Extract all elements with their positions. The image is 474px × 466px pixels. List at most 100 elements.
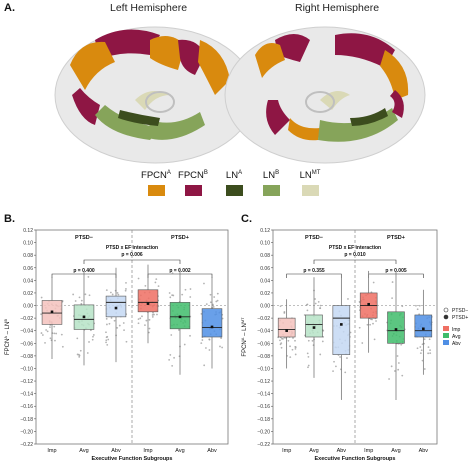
data-point (429, 349, 431, 352)
data-point (419, 346, 422, 348)
chart-panel-b: B. 0.12 0.10 0.08 0.06 0.04 0.02 0.00 −0.02 −0.04… (3, 213, 229, 462)
y-axis-label: FPCNA – LNB (3, 319, 12, 355)
data-point (306, 309, 309, 312)
data-point (125, 288, 127, 290)
legend-symbol (443, 307, 449, 313)
y-tick-label: 0.04 (23, 278, 33, 284)
data-point (393, 370, 396, 372)
y-tick-label: −0.14 (20, 392, 33, 398)
x-tick-label: Abv (337, 448, 347, 454)
data-point (53, 325, 56, 328)
legend-label: Avg (452, 334, 461, 340)
mean-marker (114, 306, 118, 310)
interaction-p: p = 0.006 (121, 252, 142, 258)
data-point (319, 304, 322, 307)
x-axis-label: Executive Function Subgroups (92, 456, 173, 462)
mean-marker (340, 323, 343, 326)
data-point (361, 342, 364, 344)
x-tick-label: Abv (111, 448, 121, 454)
data-point (49, 326, 51, 329)
data-point (40, 332, 43, 334)
facet-label-ptsd-pos: PTSD+ (387, 235, 405, 241)
data-point (125, 340, 128, 343)
data-point (319, 307, 321, 310)
x-tick-label: Imp (364, 448, 373, 454)
data-point (307, 366, 309, 369)
data-point (427, 346, 430, 349)
data-point (335, 365, 337, 368)
data-point (287, 339, 290, 342)
data-point (401, 305, 404, 308)
y-tick-label: −0.12 (257, 379, 270, 385)
y-tick-label: −0.20 (20, 429, 33, 435)
facet-label-ptsd-pos: PTSD+ (171, 235, 189, 241)
data-point (333, 360, 335, 363)
data-point (416, 347, 419, 350)
y-tick-label: 0.06 (23, 266, 33, 272)
data-point (79, 349, 82, 352)
y-tick-label: −0.22 (20, 442, 33, 448)
legend-swatch-ln-b (262, 185, 280, 197)
data-point (117, 293, 120, 296)
brain-renderings (54, 26, 426, 164)
right-brain-image (224, 26, 426, 164)
y-tick-label: −0.10 (257, 366, 270, 372)
data-point (151, 316, 154, 318)
y-tick-label: −0.04 (257, 329, 270, 335)
data-point (396, 355, 399, 357)
panel-a-letter: A. (4, 2, 15, 14)
data-point (148, 318, 151, 321)
chart-panel-c: C. 0.12 0.10 0.08 0.06 0.04 0.02 0.00 −0.02 −0.04… (240, 213, 469, 462)
data-point (118, 324, 121, 327)
data-point (344, 371, 347, 374)
facet-label-ptsd-neg: PTSD− (75, 235, 93, 241)
left-hemisphere-title: Left Hemisphere (110, 2, 188, 14)
data-point (292, 337, 294, 339)
y-tick-label: 0.02 (260, 291, 270, 297)
data-point (189, 334, 191, 337)
data-point (366, 323, 369, 326)
box (201, 308, 223, 338)
data-point (44, 341, 46, 344)
data-point (123, 329, 125, 332)
data-point (40, 313, 43, 316)
data-point (168, 292, 171, 294)
data-point (212, 303, 214, 306)
data-point (427, 352, 430, 355)
data-point (391, 281, 394, 283)
data-point (105, 339, 108, 342)
data-point (203, 282, 205, 285)
data-point (321, 340, 324, 343)
interaction-label: PTSD x EF interaction (329, 245, 381, 251)
data-point (88, 341, 90, 343)
y-tick-label: −0.04 (20, 329, 33, 335)
mean-marker (285, 329, 288, 333)
y-tick-label: −0.18 (257, 417, 270, 423)
mean-marker (50, 310, 54, 314)
data-point (375, 320, 377, 322)
data-point (105, 317, 108, 320)
box (305, 314, 323, 338)
data-point (303, 314, 306, 316)
data-point (181, 293, 184, 296)
data-point (322, 329, 325, 332)
data-point (291, 348, 294, 351)
y-tick-label: −0.12 (20, 379, 33, 385)
data-point (216, 292, 219, 295)
legend-label: Abv (452, 341, 461, 347)
x-tick-label: Abv (207, 448, 217, 454)
data-point (420, 349, 423, 352)
data-point (419, 352, 422, 355)
data-point (401, 374, 404, 377)
legend-sup: MT (311, 170, 321, 176)
data-point (205, 347, 207, 349)
y-tick-label: −0.16 (20, 404, 33, 410)
data-point (61, 345, 64, 348)
data-point (428, 338, 431, 341)
data-point (105, 336, 108, 339)
data-point (144, 324, 146, 327)
legend-label: LN (225, 170, 239, 182)
box (414, 314, 433, 338)
y-tick-label: −0.20 (257, 429, 270, 435)
box (105, 295, 127, 318)
